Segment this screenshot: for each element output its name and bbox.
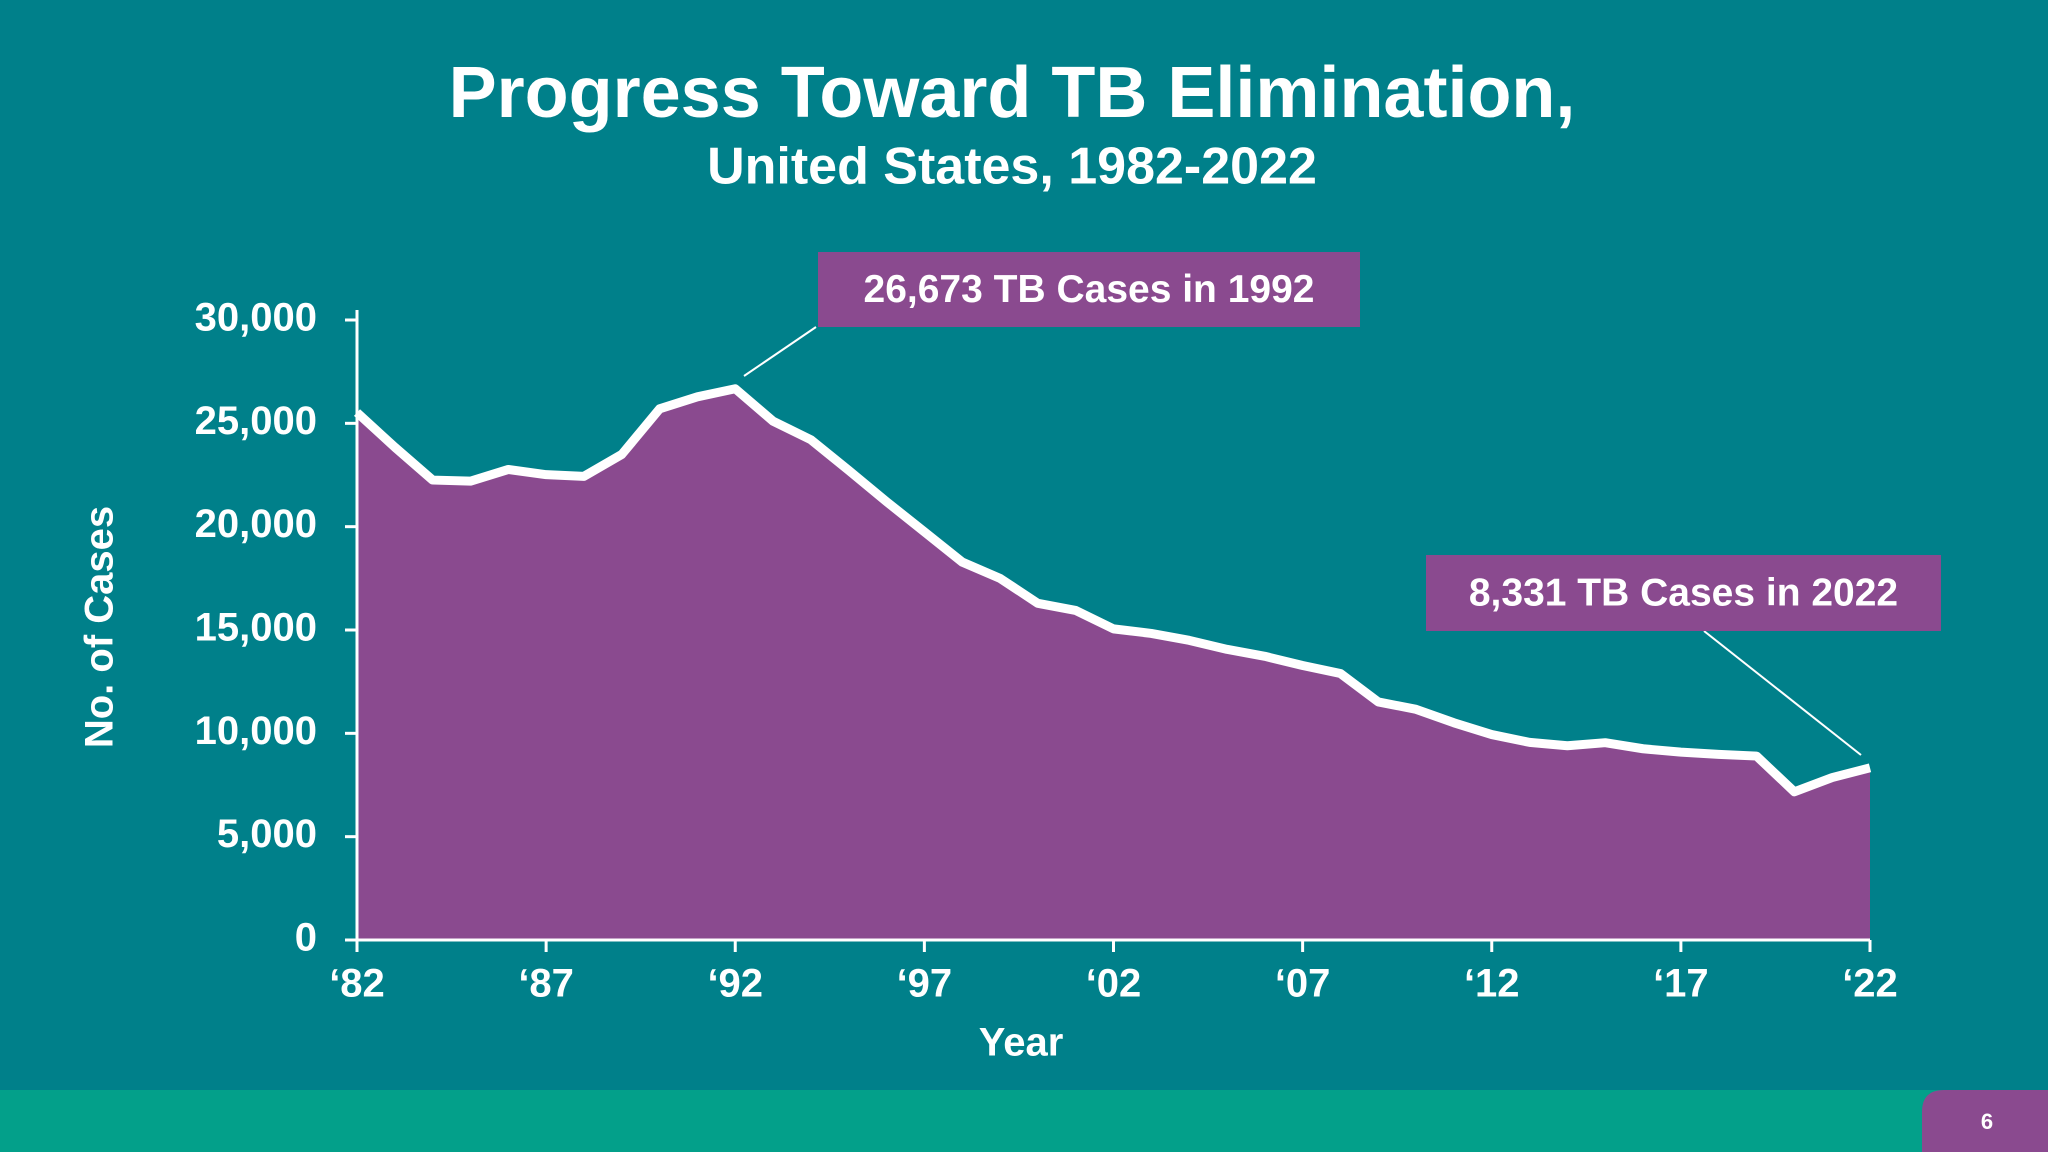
x-tick-label: ‘02 (1086, 962, 1142, 1006)
x-tick-label: ‘92 (707, 962, 763, 1006)
y-tick-label: 10,000 (195, 709, 317, 753)
page-tab (1922, 1090, 2048, 1152)
x-tick-label: ‘07 (1275, 962, 1331, 1006)
line (353, 384, 1872, 797)
footer-bar (0, 1090, 2048, 1152)
annotation-box (818, 252, 1360, 327)
area (357, 388, 1870, 940)
annotation-text: 26,673 TB Cases in 1992 (864, 268, 1315, 311)
y-tick-label: 0 (295, 916, 317, 960)
x-tick-label: ‘87 (518, 962, 574, 1006)
y-axis-label: No. of Cases (78, 506, 122, 748)
y-tick-label: 30,000 (195, 296, 317, 340)
y-tick-label: 25,000 (195, 399, 317, 443)
x-tick-label: ‘22 (1842, 962, 1898, 1006)
annotation-leader (743, 326, 817, 377)
x-axis-label: Year (979, 1021, 1064, 1065)
y-tick-label: 5,000 (217, 812, 317, 856)
y-tick-label: 15,000 (195, 606, 317, 650)
x-tick-label: ‘12 (1464, 962, 1520, 1006)
x-tick-label: ‘97 (897, 962, 953, 1006)
annotation-leader (1703, 630, 1862, 756)
annotation-text: 8,331 TB Cases in 2022 (1469, 571, 1898, 614)
x-tick-label: ‘82 (329, 962, 385, 1006)
chart-title: Progress Toward TB Elimination, (449, 53, 1576, 133)
chart-subtitle: United States, 1982-2022 (707, 138, 1317, 196)
y-tick-label: 20,000 (195, 502, 317, 546)
page-number: 6 (1981, 1109, 1993, 1134)
annotation-box (1426, 555, 1941, 631)
x-tick-label: ‘17 (1653, 962, 1709, 1006)
